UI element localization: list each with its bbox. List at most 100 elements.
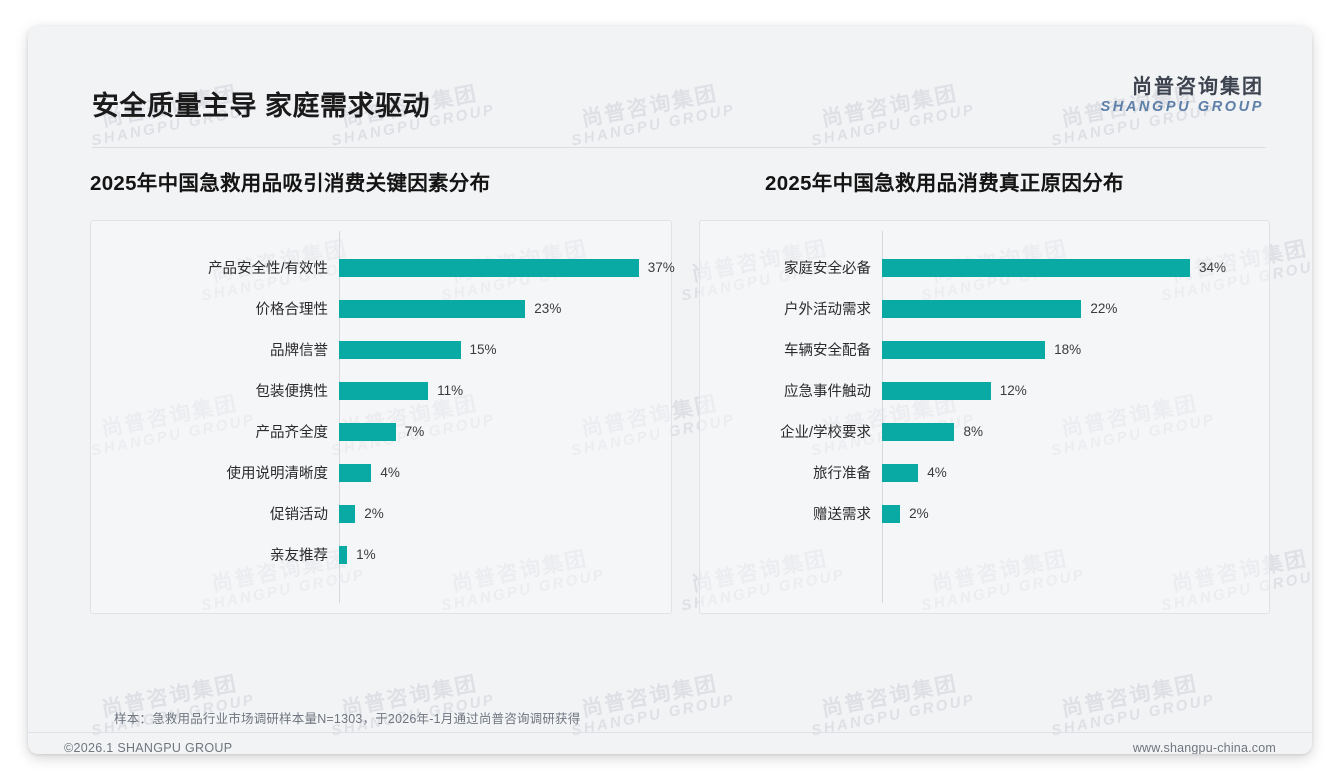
bar [339,299,526,318]
bar-track: 1% [339,534,671,575]
bar-track: 15% [339,329,671,370]
bar-category-label: 应急事件触动 [784,384,871,400]
bar-category-label: 产品安全性/有效性 [207,261,328,277]
bar-value-label: 11% [437,383,464,398]
bar-track: 23% [339,288,671,329]
bar-category-label: 使用说明清晰度 [226,466,329,482]
bar-value-label: 7% [404,424,425,439]
bar-value-label: 4% [927,465,947,480]
bar-value-label: 2% [909,506,929,521]
chart-bar-row: 价格合理性 23% [91,288,671,329]
bar-track: 37% [339,247,675,288]
bar-category-label: 企业/学校要求 [779,425,871,441]
chart-axis-right [882,231,883,603]
bar [339,463,372,482]
bar-track: 4% [339,452,671,493]
sample-footnote: 样本：急救用品行业市场调研样本量N=1303，于2026年-1月通过尚普咨询调研… [114,712,581,726]
slide-header: 安全质量主导 家庭需求驱动 尚普咨询集团 SHANGPU GROUP [28,26,1312,122]
chart-axis-left [339,231,340,603]
website-url: www.shangpu-china.com [1132,741,1276,754]
bar-value-label: 37% [647,260,675,275]
chart-bar-row: 产品齐全度 7% [91,411,671,452]
bar-category-label: 车辆安全配备 [784,343,871,359]
chart-panel-left: 产品安全性/有效性 37% 价格合理性 23% 品牌信誉 15% 包装便携性 11% 产品齐全度… [90,220,675,614]
header-divider [92,147,1266,148]
bar-category-label: 家庭安全必备 [784,261,871,277]
bar [339,340,461,359]
chart-bar-row: 品牌信誉 15% [91,329,671,370]
chart-bar-row: 家庭安全必备 34% [700,247,1269,288]
bar-category-label: 促销活动 [270,507,328,523]
chart-bar-row: 亲友推荐 1% [91,534,671,575]
bar-track: 4% [882,452,1269,493]
bar-category-label: 包装便携性 [255,384,329,400]
bar-track: 12% [882,370,1269,411]
bar-value-label: 1% [356,547,376,562]
bar-track: 22% [882,288,1269,329]
bar [882,340,1046,359]
logo-chinese-text: 尚普咨询集团 [1132,76,1264,98]
chart-bar-row: 使用说明清晰度 4% [91,452,671,493]
footer-divider [28,732,1312,733]
bar-value-label: 2% [364,506,384,521]
chart-bar-row: 应急事件触动 12% [700,370,1269,411]
slide-footer: ©2026.1 SHANGPU GROUP www.shangpu-china.… [28,733,1312,754]
logo-english-text: SHANGPU GROUP [1100,99,1264,115]
bar [339,258,639,277]
chart-bar-row: 企业/学校要求 8% [700,411,1269,452]
bar-category-label: 户外活动需求 [784,302,871,318]
bar [339,545,348,564]
bar-rows-left: 产品安全性/有效性 37% 价格合理性 23% 品牌信誉 15% 包装便携性 11% 产品齐全度… [91,247,675,587]
bar [339,381,429,400]
bar-value-label: 23% [534,301,562,316]
bar [882,258,1191,277]
page-title: 安全质量主导 家庭需求驱动 [92,91,431,121]
chart-bar-row: 赠送需求 2% [700,493,1269,534]
chart-bar-row: 产品安全性/有效性 37% [91,247,675,288]
slide-card: 尚普咨询集团 SHANGPU GROUP 尚普咨询集团 SHANGPU GROUP 尚普… [28,26,1312,754]
bar-category-label: 产品齐全度 [255,425,329,441]
charts-container: 2025年中国急救用品吸引消费关键因素分布 产品安全性/有效性 37% 价格合理性 2… [28,166,1312,614]
bar [882,381,991,400]
bar-value-label: 22% [1090,301,1118,316]
bar-category-label: 亲友推荐 [270,548,328,564]
chart-panel-right: 家庭安全必备 34% 户外活动需求 22% 车辆安全配备 18% 应急事件触动 12% 企业/学… [699,220,1270,614]
bar-value-label: 15% [469,342,497,357]
bar-rows-right: 家庭安全必备 34% 户外活动需求 22% 车辆安全配备 18% 应急事件触动 12% 企业/学… [700,247,1269,587]
chart-bar-row: 促销活动 2% [91,493,671,534]
chart-title-right: 2025年中国急救用品消费真正原因分布 [765,172,1124,195]
bar-category-label: 品牌信誉 [270,343,328,359]
bar-value-label: 12% [999,383,1027,398]
chart-title-left: 2025年中国急救用品吸引消费关键因素分布 [90,172,491,195]
chart-bar-row: 包装便携性 11% [91,370,671,411]
bar-track: 2% [339,493,671,534]
brand-logo: 尚普咨询集团 SHANGPU GROUP [1100,76,1264,116]
bar-category-label: 价格合理性 [255,302,329,318]
bar-category-label: 旅行准备 [813,466,871,482]
bar-track: 34% [882,247,1269,288]
bar-category-label: 赠送需求 [813,507,871,523]
bar-track: 2% [882,493,1269,534]
bar-value-label: 34% [1199,260,1227,275]
bar [882,299,1082,318]
bar-track: 18% [882,329,1269,370]
chart-bar-row: 旅行准备 4% [700,452,1269,493]
bar [882,422,955,441]
chart-block-real-reasons: 2025年中国急救用品消费真正原因分布 家庭安全必备 34% 户外活动需求 22% 车辆… [699,166,1270,614]
bar [339,504,356,523]
bar-track: 8% [882,411,1269,452]
bar-track: 11% [339,370,671,411]
bar [882,504,901,523]
bar-value-label: 4% [380,465,400,480]
bar [339,422,396,441]
bar [882,463,919,482]
bar-value-label: 8% [963,424,983,439]
chart-bar-row: 车辆安全配备 18% [700,329,1269,370]
bar-value-label: 18% [1054,342,1082,357]
copyright-text: ©2026.1 SHANGPU GROUP [64,741,233,754]
chart-bar-row: 户外活动需求 22% [700,288,1269,329]
